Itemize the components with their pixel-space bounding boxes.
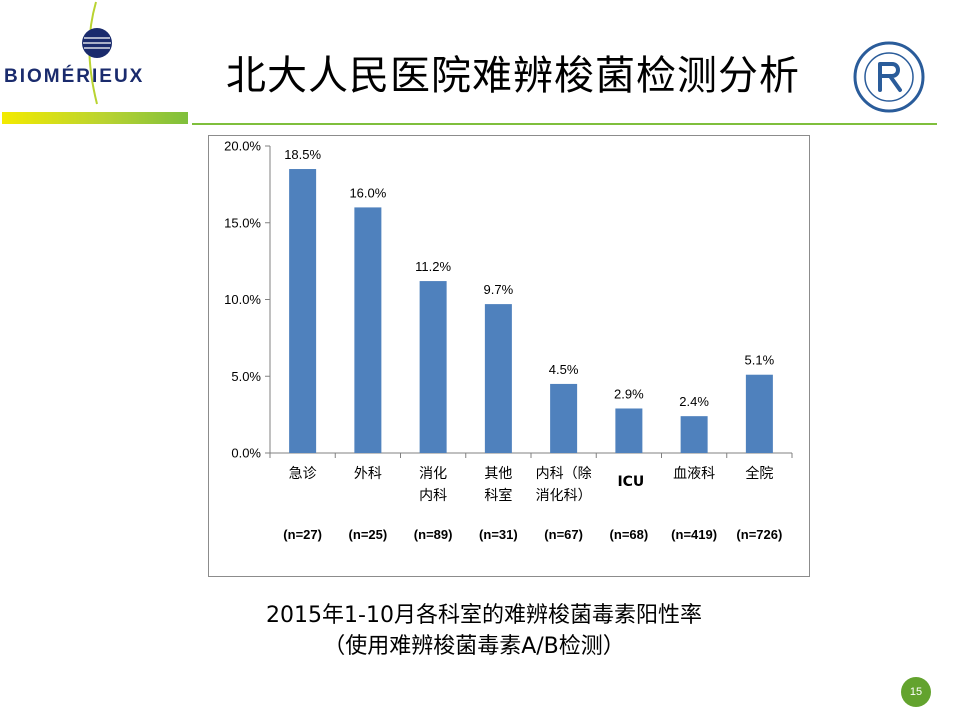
category-label: 全院	[745, 465, 773, 482]
sample-size-label: (n=25)	[349, 527, 388, 542]
y-tick-label: 10.0%	[224, 292, 261, 307]
category-label: 消化科）	[536, 488, 592, 504]
biomerieux-logo	[0, 0, 200, 112]
category-label: 内科（除	[536, 466, 592, 482]
data-label: 16.0%	[349, 185, 386, 200]
bar-chart: 0.0% 5.0% 10.0% 15.0% 20.0% 18.5% 急诊 (n=27) 16.0…	[224, 139, 793, 542]
y-tick-label: 20.0%	[224, 139, 261, 154]
data-label: 4.5%	[549, 362, 579, 377]
data-label: 11.2%	[415, 259, 451, 274]
data-label: 2.4%	[679, 394, 709, 409]
chart-caption-line1: 2015年1-10月各科室的难辨梭菌毒素阳性率	[266, 603, 702, 628]
category-label: 内科	[419, 488, 447, 504]
hospital-seal	[852, 40, 926, 114]
chart-caption-line2: （使用难辨梭菌毒素A/B检测）	[323, 634, 625, 659]
data-label: 9.7%	[484, 282, 514, 297]
sample-size-label: (n=726)	[736, 527, 782, 542]
sample-size-label: (n=419)	[671, 527, 717, 542]
category-label: 血液科	[673, 466, 715, 482]
bar	[289, 169, 317, 453]
bar	[615, 408, 643, 453]
bar	[550, 383, 578, 453]
chart-frame: 0.0% 5.0% 10.0% 15.0% 20.0% 18.5% 急诊 (n=27) 16.0…	[208, 135, 810, 577]
data-label: 5.1%	[745, 353, 775, 368]
bar	[745, 374, 773, 453]
bar	[354, 207, 382, 453]
sample-size-label: (n=89)	[414, 527, 453, 542]
logo-color-bar	[2, 112, 188, 124]
sample-size-label: (n=27)	[283, 527, 322, 542]
sample-size-label: (n=67)	[544, 527, 583, 542]
bar	[484, 304, 512, 453]
data-label: 2.9%	[614, 386, 644, 401]
category-label: ICU	[617, 474, 644, 490]
peking-university-peoples-hospital-seal-icon	[853, 41, 925, 113]
biomerieux-logo-icon	[82, 1, 112, 105]
header-divider	[192, 123, 937, 125]
page-title: 北大人民医院难辨梭菌检测分析	[226, 53, 800, 99]
y-tick-label: 0.0%	[231, 446, 261, 461]
category-label: 消化	[419, 466, 447, 482]
category-label: 科室	[484, 487, 512, 504]
category-label: 急诊	[289, 466, 317, 482]
bar	[419, 281, 447, 453]
sample-size-label: (n=68)	[610, 527, 649, 542]
category-label: 外科	[354, 466, 382, 482]
bar	[680, 416, 708, 453]
data-label: 18.5%	[284, 147, 321, 162]
y-tick-label: 5.0%	[231, 369, 261, 384]
y-tick-label: 15.0%	[224, 215, 261, 230]
category-label: 其他	[484, 466, 512, 482]
sample-size-label: (n=31)	[479, 527, 518, 542]
page-number-badge: 15	[901, 677, 931, 707]
brand-name: BIOMÉRIEUX	[4, 66, 145, 87]
